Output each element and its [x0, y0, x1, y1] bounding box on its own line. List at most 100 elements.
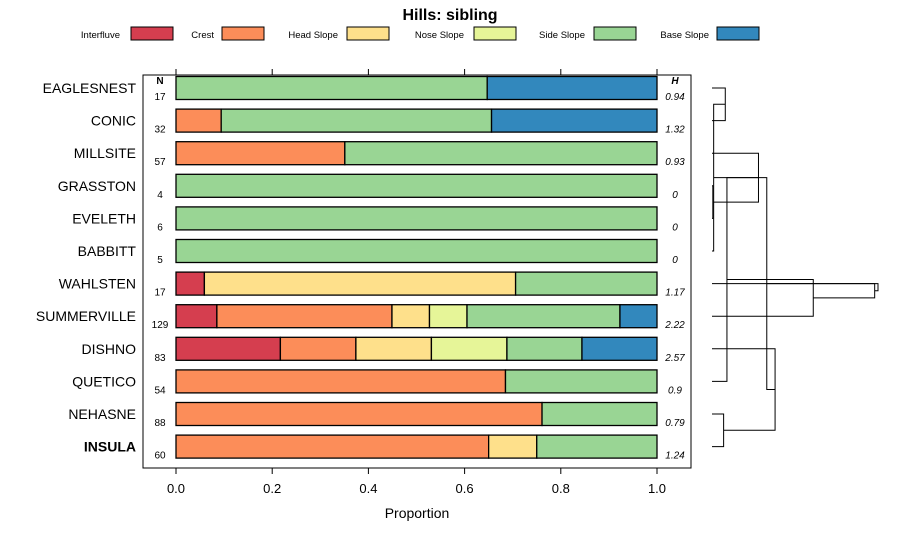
bar-segment-base-slope — [581, 336, 658, 361]
category-label: WAHLSTEN — [59, 276, 136, 292]
bar-segment-head-slope — [487, 434, 538, 459]
category-label: EVELETH — [72, 210, 136, 226]
category-label: DISHNO — [82, 341, 137, 357]
bar-segment-side-slope — [514, 271, 658, 296]
legend-label-crest: Crest — [191, 30, 214, 41]
category-label: QUETICO — [72, 373, 136, 389]
n-value: 6 — [157, 222, 163, 233]
bar-segment-side-slope — [220, 108, 493, 133]
bar-segment-interfluve — [175, 304, 218, 329]
bar-segment-crest — [175, 369, 507, 394]
n-value: 32 — [154, 125, 166, 136]
n-value: 17 — [154, 92, 166, 103]
category-label: NEHASNE — [68, 406, 136, 422]
bar-segment-head-slope — [391, 304, 431, 329]
h-value: 0.93 — [665, 157, 685, 168]
legend-swatch-crest — [221, 26, 265, 41]
h-value: 0 — [672, 222, 678, 233]
bar-segment-crest — [216, 304, 393, 329]
x-tick-label: 0.4 — [359, 481, 377, 496]
x-axis-label: Proportion — [385, 505, 450, 521]
n-value: 83 — [154, 353, 166, 364]
legend-label-nose-slope: Nose Slope — [415, 30, 464, 41]
bar-segment-nose-slope — [430, 336, 508, 361]
n-value: 17 — [154, 288, 166, 299]
n-value: 57 — [154, 157, 166, 168]
dendrogram-link — [766, 283, 879, 292]
legend-label-interfluve: Interfluve — [81, 30, 120, 41]
n-value: 129 — [152, 320, 169, 331]
h-value: 0.79 — [665, 418, 685, 429]
bar-segment-crest — [175, 401, 543, 427]
bar-segment-crest — [175, 434, 490, 459]
n-value: 88 — [154, 418, 166, 429]
category-label: MILLSITE — [74, 145, 136, 161]
bar-segment-side-slope — [175, 173, 658, 198]
n-value: 54 — [154, 385, 166, 396]
legend-swatch-nose-slope — [473, 26, 517, 41]
x-tick-label: 0.8 — [552, 481, 570, 496]
legend-label-base-slope: Base Slope — [660, 30, 709, 41]
h-value: 2.57 — [664, 353, 685, 364]
bar-segment-side-slope — [175, 238, 658, 264]
bar-segment-side-slope — [541, 401, 658, 427]
x-tick-label: 1.0 — [648, 481, 666, 496]
bar-segment-crest — [175, 108, 222, 133]
bar-segment-side-slope — [506, 336, 583, 361]
category-label: CONIC — [91, 113, 136, 129]
dendrogram-link — [712, 185, 714, 219]
legend-label-head-slope: Head Slope — [288, 30, 338, 41]
bar-segment-nose-slope — [428, 304, 468, 329]
legend-swatch-interfluve — [130, 26, 174, 41]
bar-segment-side-slope — [175, 206, 658, 231]
bar-segment-crest — [175, 141, 346, 166]
plot-frame — [142, 74, 692, 469]
h-value: 0.94 — [665, 92, 685, 103]
h-value: 1.32 — [665, 125, 685, 136]
bar-segment-side-slope — [466, 304, 621, 329]
bar-segment-base-slope — [490, 108, 658, 133]
x-tick-label: 0.2 — [263, 481, 281, 496]
dendrogram-link — [712, 283, 876, 299]
bar-segment-crest — [279, 336, 357, 361]
chart-title: Hills: sibling — [402, 7, 497, 24]
h-column-header: H — [671, 76, 679, 87]
bar-segment-interfluve — [175, 336, 282, 361]
bar-segment-base-slope — [486, 75, 658, 101]
n-value: 5 — [157, 255, 163, 266]
x-axis: 0.0 0.2 0.4 0.6 0.8 1.0 — [167, 69, 666, 496]
dendrogram-link — [712, 348, 776, 431]
category-label: BABBITT — [78, 243, 137, 259]
h-value: 1.17 — [665, 288, 685, 299]
bar-segment-interfluve — [175, 271, 206, 296]
category-label: INSULA — [84, 439, 136, 455]
legend-label-side-slope: Side Slope — [539, 30, 585, 41]
h-value: 1.24 — [665, 451, 685, 462]
legend-swatch-side-slope — [593, 26, 637, 41]
n-value: 60 — [154, 451, 166, 462]
bar-segment-side-slope — [344, 141, 658, 166]
x-tick-label: 0.0 — [167, 481, 185, 496]
category-label: GRASSTON — [58, 178, 136, 194]
dendrogram-link — [712, 413, 725, 448]
category-label: EAGLESNEST — [43, 80, 137, 96]
h-value: 0 — [672, 255, 678, 266]
h-value: 0.9 — [668, 385, 682, 396]
n-column-header: N — [156, 76, 163, 87]
category-label: SUMMERVILLE — [36, 308, 136, 324]
n-value: 4 — [157, 190, 163, 201]
bar-segment-side-slope — [536, 434, 658, 459]
legend: Interfluve Crest Head Slope Nose Slope Side … — [81, 26, 760, 41]
legend-swatch-base-slope — [716, 26, 760, 41]
bar-segment-base-slope — [619, 304, 658, 329]
bar-segment-side-slope — [175, 75, 488, 101]
h-value: 0 — [672, 190, 678, 201]
bar-segment-head-slope — [355, 336, 433, 361]
legend-swatch-head-slope — [346, 26, 390, 41]
x-tick-label: 0.6 — [456, 481, 474, 496]
bar-segment-side-slope — [504, 369, 658, 394]
bar-segment-head-slope — [203, 271, 517, 296]
h-value: 2.22 — [664, 320, 685, 331]
